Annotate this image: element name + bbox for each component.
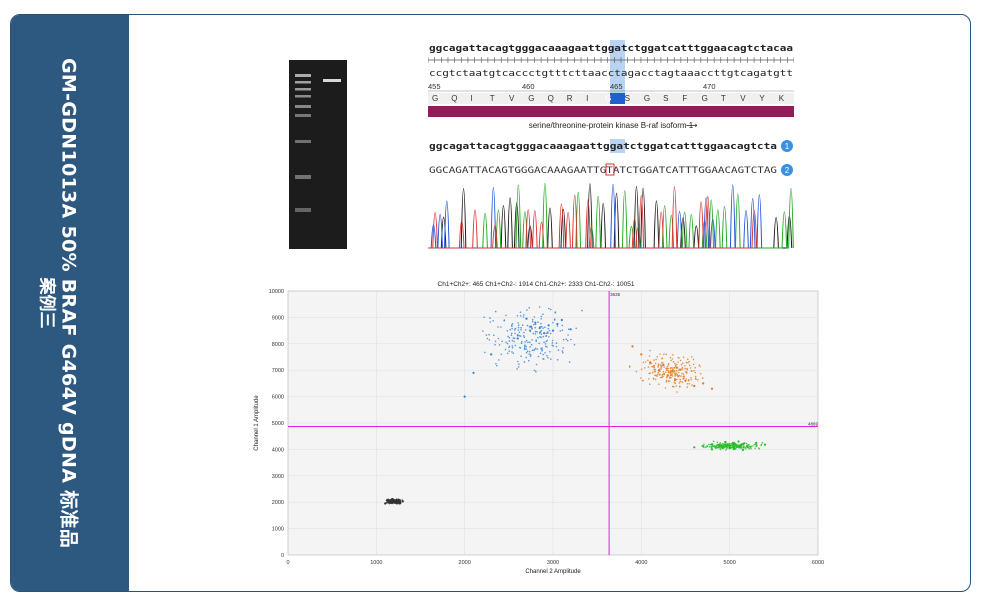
data-point <box>472 371 475 374</box>
bottom-strand: ccgtctaatgtcaccctgtttcttaacctagacctagtaa… <box>429 69 793 79</box>
chart-title: Ch1+Ch2+: 465 Ch1+Ch2-: 1914 Ch1-Ch2+: 2… <box>438 281 635 288</box>
y-tick-label: 3000 <box>272 474 284 480</box>
amino-acid: I <box>471 94 473 103</box>
data-point <box>556 322 559 326</box>
data-point <box>569 328 572 331</box>
x-tick-label: 0 <box>286 560 289 566</box>
amino-acid: T <box>721 94 726 103</box>
y-tick-label: 0 <box>281 553 284 559</box>
svg-text:1: 1 <box>785 142 790 151</box>
data-point <box>710 387 714 390</box>
sequence-panel: ggcagattacagtgggacaaagaattggatctggatcatt… <box>427 40 795 250</box>
data-point <box>547 324 550 327</box>
data-point <box>490 353 493 356</box>
ruler-label: 465 <box>610 82 623 91</box>
svg-text:2: 2 <box>785 166 790 175</box>
y-tick-label: 7000 <box>272 368 284 374</box>
amino-acid: F <box>682 94 687 103</box>
gel-image <box>289 60 347 249</box>
amino-acid: V <box>740 94 746 103</box>
track-badge <box>781 140 793 152</box>
y-axis-label: Channel 1 Amplitude <box>254 395 260 451</box>
y-tick-label: 10000 <box>269 289 284 295</box>
sidebar: GM-GDN1013A 50% BRAF G464V gDNA 标准品 案例三 <box>11 15 129 591</box>
top-strand: ggcagattacagtgggacaaagaattggatctggatcatt… <box>429 44 793 54</box>
ddpcr-scatter-chart: Ch1+Ch2+: 465 Ch1+Ch2-: 1914 Ch1-Ch2+: 2… <box>246 277 826 577</box>
data-point <box>631 345 634 348</box>
amino-acid: G <box>702 94 708 103</box>
x-tick-label: 4000 <box>635 560 647 566</box>
amino-acid: R <box>567 94 573 103</box>
amino-acid: I <box>586 94 588 103</box>
data-point <box>693 384 696 388</box>
ruler-label: 460 <box>522 82 535 91</box>
y-tick-label: 2000 <box>272 500 284 506</box>
x-tick-label: 5000 <box>724 560 736 566</box>
data-point <box>529 325 532 328</box>
data-point <box>543 332 546 335</box>
sequence-alignment: ggcagattacagtgggacaaagaattggatctggatcatt… <box>427 40 795 249</box>
threshold-y-label: 4869 <box>808 421 819 426</box>
ref-sequence: ggcagattacagtgggacaaagaattggatctggatcatt… <box>429 142 777 152</box>
x-tick-label: 1000 <box>370 560 382 566</box>
case-label: 案例三 <box>36 277 57 329</box>
y-tick-label: 1000 <box>272 527 284 533</box>
data-point <box>763 443 767 446</box>
y-tick-label: 6000 <box>272 395 284 401</box>
ruler-label: 455 <box>428 82 441 91</box>
data-point <box>741 448 744 451</box>
data-point <box>737 440 740 443</box>
x-tick-label: 2000 <box>459 560 471 566</box>
amino-acid: S <box>625 94 630 103</box>
amino-acid: G <box>644 94 650 103</box>
feature-label: serine/threonine-protein kinase B-raf is… <box>529 121 694 130</box>
data-point <box>640 353 643 356</box>
amino-acid: G <box>432 94 438 103</box>
amino-acid: K <box>779 94 785 103</box>
data-point <box>684 379 687 382</box>
amino-acid: G <box>605 94 611 103</box>
data-point <box>534 321 537 324</box>
data-point <box>560 318 563 322</box>
y-tick-label: 5000 <box>272 421 284 427</box>
x-tick-label: 3000 <box>547 560 559 566</box>
y-tick-label: 4000 <box>272 447 284 453</box>
threshold-x-label: 3635 <box>610 292 621 297</box>
amino-acid: Q <box>451 94 457 103</box>
y-tick-label: 9000 <box>272 315 284 321</box>
arrow-right-icon: ⟶ <box>686 121 698 130</box>
read-sequence: GGCAGATTACAGTGGGACAAAGAATTGTATCTGGATCATT… <box>429 166 777 176</box>
data-point <box>693 446 696 449</box>
x-axis-label: Channel 2 Amplitude <box>525 569 581 575</box>
y-tick-label: 8000 <box>272 342 284 348</box>
amino-acid: S <box>663 94 668 103</box>
amino-acid: Y <box>759 94 765 103</box>
data-point <box>702 382 705 385</box>
chromatogram <box>428 182 794 249</box>
amino-acid: V <box>509 94 515 103</box>
data-point <box>551 329 555 332</box>
track-badge <box>781 164 793 176</box>
feature-bar <box>428 106 794 117</box>
x-tick-label: 6000 <box>812 560 824 566</box>
amino-acid: G <box>528 94 534 103</box>
ruler-label: 470 <box>703 82 716 91</box>
data-point <box>463 395 466 398</box>
amino-acid: T <box>490 94 495 103</box>
amino-acid: Q <box>548 94 554 103</box>
